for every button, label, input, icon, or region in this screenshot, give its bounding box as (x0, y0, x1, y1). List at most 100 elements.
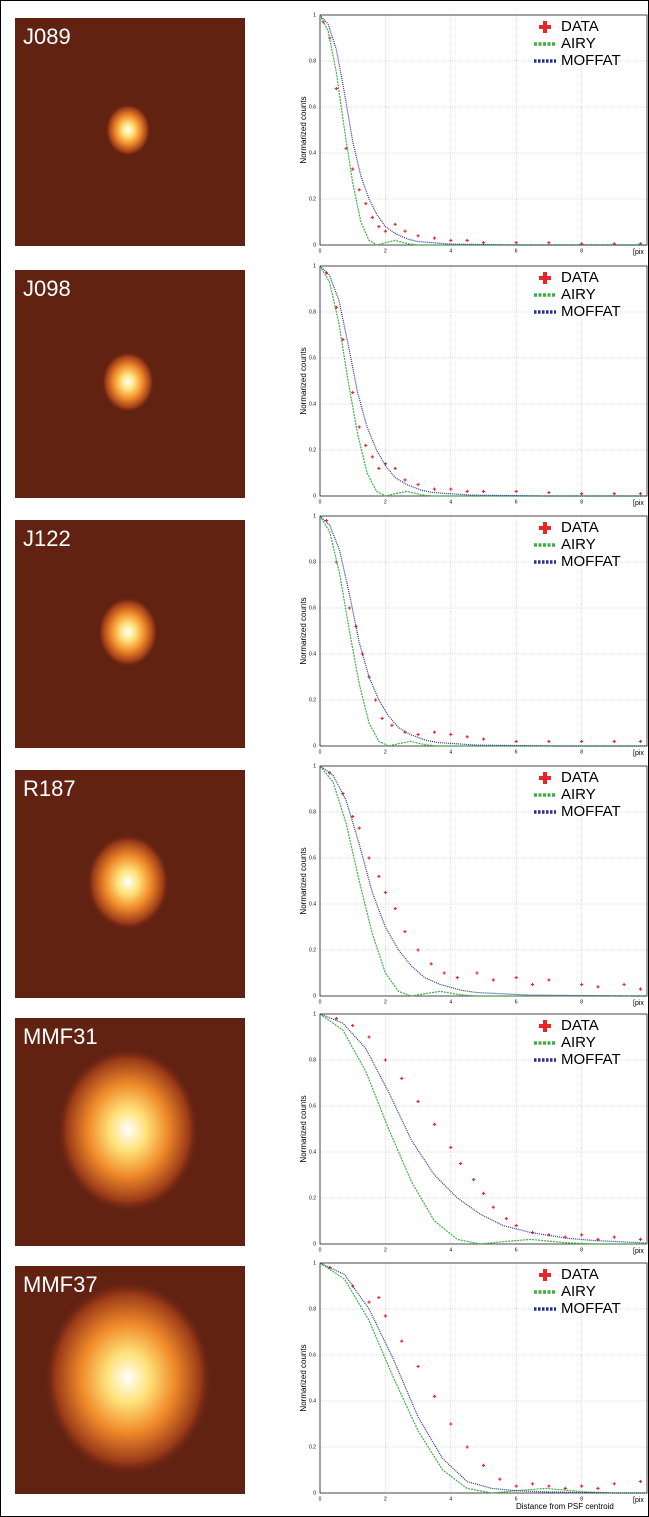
legend-marker (539, 21, 551, 33)
data-point (390, 723, 394, 727)
data-point (481, 737, 486, 741)
y-tick-label: 0.8 (309, 1306, 316, 1312)
data-point (580, 492, 584, 496)
y-tick-label: 0.6 (309, 104, 316, 110)
data-point (432, 730, 437, 734)
legend-label: DATA (561, 18, 599, 35)
y-tick-label: 0.4 (309, 651, 316, 657)
model-curve (319, 1013, 648, 1244)
model-curve (319, 515, 647, 747)
data-point (442, 971, 446, 975)
legend-marker (539, 772, 551, 784)
data-point (403, 229, 407, 233)
data-point (357, 425, 361, 429)
data-point (383, 229, 387, 233)
x-tick-label: 4 (449, 248, 452, 254)
data-point (622, 982, 626, 987)
plot-frame (319, 14, 648, 246)
legend-marker (539, 522, 551, 534)
y-axis-label: Normarized counts (299, 1344, 308, 1411)
data-point (351, 1284, 355, 1288)
legend-marker (539, 1269, 551, 1281)
x-tick-label: 0 (319, 999, 322, 1005)
star-psf (97, 596, 159, 668)
data-point (367, 856, 371, 860)
data-point (498, 1477, 502, 1481)
x-tick-label: 0 (319, 1496, 322, 1502)
data-point (351, 815, 355, 819)
data-point (481, 1191, 486, 1195)
data-point (334, 305, 338, 309)
data-point (547, 1484, 551, 1488)
data-point (351, 167, 355, 171)
x-tick-label: 2 (384, 499, 387, 505)
data-point (459, 1161, 463, 1166)
x-tick-label: 6 (515, 749, 518, 755)
data-point (481, 489, 486, 493)
image-label: MMF37 (23, 1272, 98, 1297)
y-tick-label: 0 (313, 743, 316, 749)
y-tick-label: 0.4 (309, 150, 316, 156)
y-tick-label: 0.8 (309, 58, 316, 64)
data-point (514, 1484, 518, 1488)
y-tick-label: 0.8 (309, 809, 316, 815)
x-tick-label: 6 (515, 248, 518, 254)
data-point (547, 241, 551, 245)
data-point (580, 982, 584, 987)
data-point (334, 87, 338, 91)
x-tick-label: 8 (580, 1247, 583, 1253)
x-axis-label: [pix (633, 1497, 644, 1504)
model-curve (319, 765, 647, 997)
data-point (472, 1178, 476, 1182)
star-psf (86, 833, 170, 931)
data-point (429, 962, 433, 966)
data-point (491, 1205, 495, 1209)
data-point (638, 739, 643, 743)
legend-marker (539, 1020, 551, 1032)
data-point (514, 739, 518, 743)
model-curve (319, 14, 647, 246)
data-point (475, 971, 479, 975)
data-point (416, 1364, 420, 1369)
data-point (341, 338, 345, 342)
data-point (465, 735, 469, 739)
x-tick-label: 4 (449, 999, 452, 1005)
legend-marker (539, 272, 551, 284)
data-point (514, 489, 518, 493)
data-point (377, 1295, 381, 1300)
x-axis-title: Distance from PSF centroid (516, 1502, 614, 1511)
x-tick-label: 4 (449, 749, 452, 755)
image-label: MMF31 (23, 1024, 98, 1049)
data-point (481, 241, 486, 245)
y-axis-label: Normarized counts (299, 96, 308, 163)
x-tick-label: 0 (319, 499, 322, 505)
data-point (432, 236, 437, 240)
plot-frame (319, 515, 648, 747)
data-point (547, 978, 551, 982)
y-tick-label: 1 (313, 763, 316, 769)
data-point (596, 1237, 600, 1241)
y-tick-label: 0 (313, 493, 316, 499)
star-psf (105, 103, 151, 157)
y-tick-label: 0 (313, 1241, 316, 1247)
x-tick-label: 8 (580, 248, 583, 254)
data-point (449, 487, 453, 491)
data-point (400, 1339, 404, 1343)
y-tick-label: 0 (313, 993, 316, 999)
data-point (383, 1058, 387, 1062)
data-point (351, 1023, 355, 1028)
y-tick-label: 0.4 (309, 1398, 316, 1404)
x-axis-label: [pix (633, 1000, 644, 1007)
model-curve (319, 1262, 647, 1494)
data-point (328, 771, 332, 775)
data-point (514, 976, 518, 980)
x-tick-label: 8 (580, 1496, 583, 1502)
x-tick-label: 2 (384, 248, 387, 254)
data-point (357, 826, 361, 830)
x-tick-label: 0 (319, 248, 322, 254)
data-point (432, 1394, 437, 1398)
y-tick-label: 0 (313, 242, 316, 248)
x-tick-label: 2 (384, 999, 387, 1005)
y-tick-label: 0.2 (309, 196, 316, 202)
data-point (580, 739, 584, 743)
